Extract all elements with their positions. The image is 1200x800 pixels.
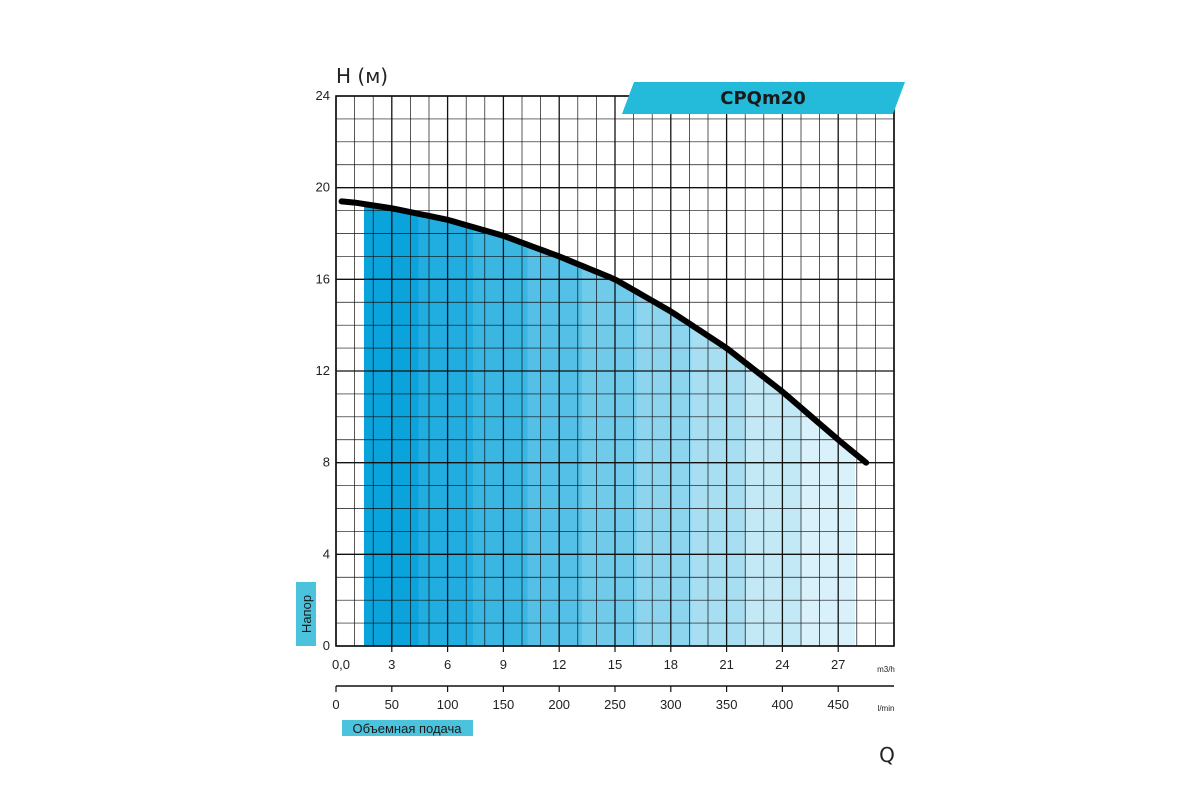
x-tick-label-m3h: 6 — [444, 657, 451, 672]
y-tick-label: 20 — [316, 180, 330, 195]
performance-curve-layer — [338, 198, 870, 466]
x-tick-label-m3h: 24 — [775, 657, 789, 672]
x-tick-label-lmin: 100 — [437, 697, 459, 712]
fill-band — [418, 203, 474, 646]
x-tick-label-lmin: 50 — [385, 697, 399, 712]
x-tick-labels-m3h: 0,0 3 6 9 12 15 18 21 24 27 — [332, 646, 845, 672]
y-tick-label: 16 — [316, 271, 330, 286]
x-tick-label-lmin: 450 — [827, 697, 849, 712]
y-tick-labels: 0 4 8 12 16 20 24 — [316, 88, 330, 653]
x-tick-label-m3h: 27 — [831, 657, 845, 672]
x-tick-label-lmin: 0 — [332, 697, 339, 712]
y-tick-label: 8 — [323, 455, 330, 470]
x-tick-label-lmin: 350 — [716, 697, 738, 712]
x-tick-label-m3h: 3 — [388, 657, 395, 672]
x-tick-label-m3h: 15 — [608, 657, 622, 672]
y-side-label-box — [296, 582, 316, 646]
x-unit-m3h: m3/h — [877, 665, 895, 674]
x-tick-label-m3h: 18 — [664, 657, 678, 672]
y-tick-label: 24 — [316, 88, 330, 103]
y-side-label: Напор — [299, 595, 314, 633]
x-tick-label-lmin: 150 — [493, 697, 515, 712]
x-tick-label-lmin: 200 — [548, 697, 570, 712]
y-tick-label: 0 — [323, 638, 330, 653]
x-bottom-label: Объемная подача — [353, 721, 463, 736]
x-unit-lmin: l/min — [878, 704, 895, 713]
performance-curve — [338, 198, 870, 466]
chart-title: CPQm20 — [720, 88, 806, 109]
fill-band — [527, 203, 583, 646]
x-tick-label-lmin: 250 — [604, 697, 626, 712]
y-tick-label: 12 — [316, 363, 330, 378]
x-tick-label-lmin: 300 — [660, 697, 682, 712]
x-axis-title: Q — [879, 743, 895, 767]
x-bottom-label-box — [342, 720, 473, 736]
x-tick-label-m3h: 9 — [500, 657, 507, 672]
fill-band — [473, 203, 529, 646]
shaded-region — [363, 203, 855, 646]
title-banner — [622, 82, 905, 114]
x-tick-label-m3h: 12 — [552, 657, 566, 672]
x-tick-labels-lmin: 0 50 100 150 200 250 300 350 400 450 — [332, 686, 849, 712]
x-tick-label-m3h: 0,0 — [332, 657, 350, 672]
y-axis-title: H (м) — [336, 64, 388, 88]
x-tick-label-lmin: 400 — [772, 697, 794, 712]
x-tick-label-m3h: 21 — [719, 657, 733, 672]
y-tick-label: 4 — [323, 546, 330, 561]
